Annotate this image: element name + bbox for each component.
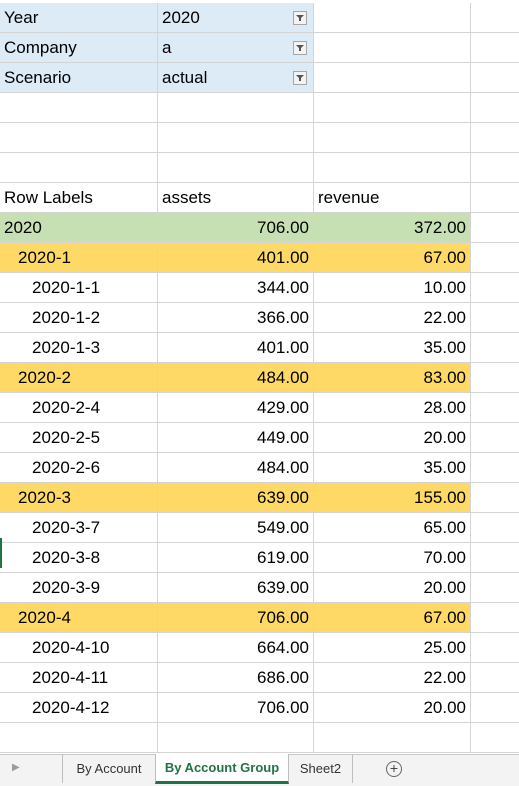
empty-row[interactable] bbox=[0, 723, 519, 753]
row-label[interactable]: 2020-1-2 bbox=[0, 303, 158, 332]
revenue-value[interactable]: 20.00 bbox=[314, 573, 471, 602]
row-label[interactable]: 2020-2 bbox=[0, 363, 158, 392]
pivot-row[interactable]: 2020-2-5 449.00 20.00 bbox=[0, 423, 519, 453]
pivot-row[interactable]: 2020-2-6 484.00 35.00 bbox=[0, 453, 519, 483]
pivot-row[interactable]: 2020-2 484.00 83.00 bbox=[0, 363, 519, 393]
pivot-row[interactable]: 2020-2-4 429.00 28.00 bbox=[0, 393, 519, 423]
pivot-row[interactable]: 2020 706.00 372.00 bbox=[0, 213, 519, 243]
revenue-value[interactable]: 28.00 bbox=[314, 393, 471, 422]
pivot-row[interactable]: 2020-3-8 619.00 70.00 bbox=[0, 543, 519, 573]
revenue-value[interactable]: 22.00 bbox=[314, 303, 471, 332]
filter-label-company: Company bbox=[0, 33, 158, 62]
row-label[interactable]: 2020-3-7 bbox=[0, 513, 158, 542]
pivot-row[interactable]: 2020-3 639.00 155.00 bbox=[0, 483, 519, 513]
row-label[interactable]: 2020-4-12 bbox=[0, 693, 158, 722]
pivot-header-row[interactable]: Row Labels assets revenue bbox=[0, 183, 519, 213]
revenue-value[interactable]: 35.00 bbox=[314, 333, 471, 362]
row-label[interactable]: 2020 bbox=[0, 213, 158, 242]
row-label[interactable]: 2020-2-5 bbox=[0, 423, 158, 452]
revenue-value[interactable]: 10.00 bbox=[314, 273, 471, 302]
revenue-value[interactable]: 22.00 bbox=[314, 663, 471, 692]
assets-value[interactable]: 366.00 bbox=[158, 303, 314, 332]
assets-value[interactable]: 344.00 bbox=[158, 273, 314, 302]
filter-value-year[interactable]: 2020 bbox=[158, 3, 314, 32]
assets-value[interactable]: 401.00 bbox=[158, 333, 314, 362]
pivot-row[interactable]: 2020-1-2 366.00 22.00 bbox=[0, 303, 519, 333]
row-label[interactable]: 2020-1-3 bbox=[0, 333, 158, 362]
row-label[interactable]: 2020-2-4 bbox=[0, 393, 158, 422]
filter-dropdown-button[interactable] bbox=[293, 11, 307, 25]
revenue-value[interactable]: 155.00 bbox=[314, 483, 471, 512]
tab-by-account[interactable]: By Account bbox=[62, 755, 155, 783]
pivot-row[interactable]: 2020-3-9 639.00 20.00 bbox=[0, 573, 519, 603]
row-selection-marker bbox=[0, 538, 2, 568]
revenue-value[interactable]: 20.00 bbox=[314, 423, 471, 452]
worksheet-grid[interactable]: Year 2020 Company a Scenario actual bbox=[0, 0, 519, 754]
filter-value-company[interactable]: a bbox=[158, 33, 314, 62]
revenue-value[interactable]: 35.00 bbox=[314, 453, 471, 482]
assets-value[interactable]: 619.00 bbox=[158, 543, 314, 572]
pivot-row[interactable]: 2020-3-7 549.00 65.00 bbox=[0, 513, 519, 543]
revenue-value[interactable]: 65.00 bbox=[314, 513, 471, 542]
tab-by-account-group[interactable]: By Account Group bbox=[155, 754, 289, 784]
filter-value-scenario[interactable]: actual bbox=[158, 63, 314, 92]
pivot-row[interactable]: 2020-1 401.00 67.00 bbox=[0, 243, 519, 273]
row-label[interactable]: 2020-1-1 bbox=[0, 273, 158, 302]
assets-value[interactable]: 429.00 bbox=[158, 393, 314, 422]
header-row-labels[interactable]: Row Labels bbox=[0, 183, 158, 212]
row-label[interactable]: 2020-3-8 bbox=[0, 543, 158, 572]
revenue-value[interactable]: 67.00 bbox=[314, 243, 471, 272]
assets-value[interactable]: 484.00 bbox=[158, 453, 314, 482]
assets-value[interactable]: 706.00 bbox=[158, 693, 314, 722]
pivot-row[interactable]: 2020-1-3 401.00 35.00 bbox=[0, 333, 519, 363]
scroll-tabs-arrow-icon[interactable]: ▶ bbox=[12, 762, 20, 773]
filter-row-company[interactable]: Company a bbox=[0, 33, 519, 63]
tab-sheet2[interactable]: Sheet2 bbox=[289, 755, 353, 783]
row-label[interactable]: 2020-3 bbox=[0, 483, 158, 512]
assets-value[interactable]: 639.00 bbox=[158, 483, 314, 512]
revenue-value[interactable]: 70.00 bbox=[314, 543, 471, 572]
row-label[interactable]: 2020-3-9 bbox=[0, 573, 158, 602]
empty-row[interactable] bbox=[0, 153, 519, 183]
filter-label-year: Year bbox=[0, 3, 158, 32]
assets-value[interactable]: 664.00 bbox=[158, 633, 314, 662]
pivot-row[interactable]: 2020-4-12 706.00 20.00 bbox=[0, 693, 519, 723]
assets-value[interactable]: 706.00 bbox=[158, 213, 314, 242]
filter-funnel-icon bbox=[296, 75, 304, 81]
assets-value[interactable]: 449.00 bbox=[158, 423, 314, 452]
pivot-row[interactable]: 2020-4-10 664.00 25.00 bbox=[0, 633, 519, 663]
pivot-row[interactable]: 2020-4-11 686.00 22.00 bbox=[0, 663, 519, 693]
pivot-row[interactable]: 2020-4 706.00 67.00 bbox=[0, 603, 519, 633]
filter-dropdown-button[interactable] bbox=[293, 41, 307, 55]
revenue-value[interactable]: 20.00 bbox=[314, 693, 471, 722]
row-label[interactable]: 2020-4-11 bbox=[0, 663, 158, 692]
assets-value[interactable]: 549.00 bbox=[158, 513, 314, 542]
revenue-value[interactable]: 67.00 bbox=[314, 603, 471, 632]
empty-row[interactable] bbox=[0, 93, 519, 123]
assets-value[interactable]: 484.00 bbox=[158, 363, 314, 392]
filter-dropdown-button[interactable] bbox=[293, 71, 307, 85]
revenue-value[interactable]: 25.00 bbox=[314, 633, 471, 662]
row-label[interactable]: 2020-4-10 bbox=[0, 633, 158, 662]
filter-label-scenario: Scenario bbox=[0, 63, 158, 92]
assets-value[interactable]: 639.00 bbox=[158, 573, 314, 602]
revenue-value[interactable]: 83.00 bbox=[314, 363, 471, 392]
pivot-row[interactable]: 2020-1-1 344.00 10.00 bbox=[0, 273, 519, 303]
row-label[interactable]: 2020-1 bbox=[0, 243, 158, 272]
filter-row-year[interactable]: Year 2020 bbox=[0, 3, 519, 33]
sheet-tab-bar: ▶ By Account By Account Group Sheet2 + bbox=[0, 754, 519, 786]
assets-value[interactable]: 706.00 bbox=[158, 603, 314, 632]
assets-value[interactable]: 686.00 bbox=[158, 663, 314, 692]
empty-row[interactable] bbox=[0, 123, 519, 153]
filter-row-scenario[interactable]: Scenario actual bbox=[0, 63, 519, 93]
header-revenue[interactable]: revenue bbox=[314, 183, 471, 212]
filter-funnel-icon bbox=[296, 45, 304, 51]
row-label[interactable]: 2020-4 bbox=[0, 603, 158, 632]
filter-funnel-icon bbox=[296, 15, 304, 21]
assets-value[interactable]: 401.00 bbox=[158, 243, 314, 272]
revenue-value[interactable]: 372.00 bbox=[314, 213, 471, 242]
add-sheet-plus-icon[interactable]: + bbox=[386, 761, 402, 777]
header-assets[interactable]: assets bbox=[158, 183, 314, 212]
row-label[interactable]: 2020-2-6 bbox=[0, 453, 158, 482]
